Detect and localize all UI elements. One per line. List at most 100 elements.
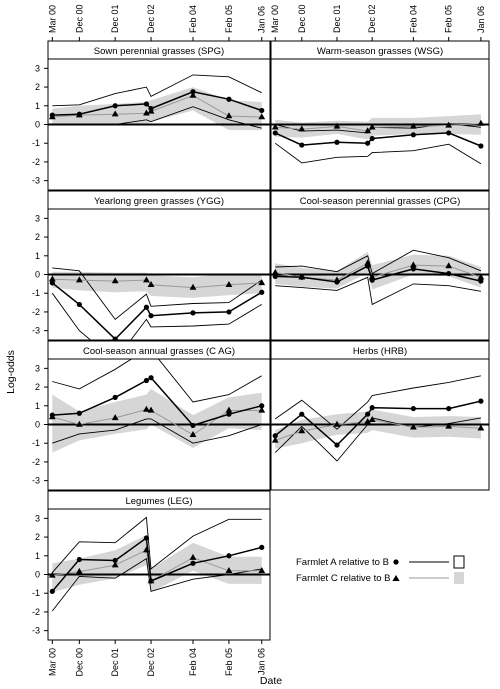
ci-upper-farmlet-a — [51, 516, 262, 573]
ci-upper-farmlet-a — [52, 267, 262, 321]
point-farmlet-a — [478, 143, 484, 149]
x-tick-label-top: Jan 06 — [476, 6, 486, 33]
legend-box-farmlet-a — [453, 555, 465, 569]
point-farmlet-c — [445, 121, 453, 128]
point-farmlet-c — [445, 422, 453, 429]
point-farmlet-a — [148, 375, 154, 381]
point-farmlet-a — [410, 132, 416, 138]
point-farmlet-c — [143, 405, 150, 412]
y-tick-label: -3 — [32, 626, 40, 636]
point-farmlet-a — [226, 553, 232, 559]
point-farmlet-a — [410, 266, 416, 272]
point-farmlet-a — [143, 535, 150, 541]
panel-plot-area — [48, 74, 270, 131]
point-farmlet-c — [75, 276, 83, 283]
point-farmlet-c — [225, 566, 233, 573]
y-tick-label: -1 — [32, 588, 40, 598]
point-farmlet-a — [226, 96, 232, 102]
x-tick-label-top: Dec 00 — [74, 4, 84, 33]
panel-border — [47, 40, 271, 191]
point-farmlet-c — [368, 416, 376, 423]
legend-symbol-farmlet-a — [393, 559, 399, 565]
point-farmlet-a — [334, 279, 340, 285]
legend-symbol-farmlet-c — [392, 575, 400, 581]
x-tick-label-top: Feb 05 — [444, 5, 454, 33]
point-farmlet-a — [272, 130, 278, 136]
point-farmlet-c — [111, 561, 119, 568]
y-tick-label: 0 — [35, 120, 40, 130]
point-farmlet-c — [189, 430, 197, 437]
y-axis-title: Log-odds — [5, 350, 17, 394]
point-farmlet-a — [49, 412, 55, 418]
y-tick-label: 1 — [35, 551, 40, 561]
ci-lower-farmlet-a — [51, 557, 262, 612]
point-farmlet-a — [299, 411, 305, 417]
x-tick-label-top: Dec 01 — [332, 4, 342, 33]
point-farmlet-c — [409, 122, 417, 129]
panel-4: Cool-season perennial grasses (CPG) — [270, 190, 490, 341]
y-tick-label: 2 — [35, 232, 40, 242]
point-farmlet-a — [148, 105, 154, 112]
ci-upper-farmlet-a — [52, 74, 262, 107]
point-farmlet-a — [190, 422, 196, 429]
y-tick-label: 3 — [35, 63, 40, 73]
point-farmlet-a — [190, 310, 196, 316]
point-farmlet-a — [148, 313, 154, 319]
point-farmlet-c — [368, 273, 376, 280]
point-farmlet-a — [112, 394, 118, 400]
point-farmlet-c — [111, 277, 119, 284]
point-farmlet-c — [189, 553, 197, 560]
y-tick-label: 1 — [35, 251, 40, 261]
point-farmlet-c — [298, 427, 306, 434]
x-tick-label-bottom: Feb 04 — [188, 648, 198, 676]
point-farmlet-c — [75, 567, 83, 574]
x-tick-label-bottom: Dec 00 — [74, 648, 84, 677]
ci-upper-farmlet-a — [275, 123, 481, 134]
x-tick-label-top: Dec 00 — [297, 4, 307, 33]
point-farmlet-c — [271, 436, 279, 443]
line-farmlet-c — [52, 278, 262, 289]
panel-border — [47, 190, 271, 341]
point-farmlet-c — [409, 261, 417, 268]
y-tick-label: -2 — [32, 457, 40, 467]
y-tick-label: -2 — [32, 607, 40, 617]
panel-title: Cool-season perennial grasses (CPG) — [300, 196, 461, 207]
point-farmlet-a — [148, 578, 154, 584]
axes-layer: -3 -2 -1 0 1 2 3 -3 -2 -1 0 1 2 3 -3 -2 -1 0 1 2 3 -3 -2 -1 0 1 2 3… — [32, 4, 486, 676]
line-farmlet-a — [274, 132, 482, 147]
point-farmlet-c — [364, 127, 372, 134]
y-tick-label: -2 — [32, 157, 40, 167]
point-farmlet-a — [112, 336, 118, 340]
x-tick-label-top: Jan 06 — [257, 6, 267, 33]
point-farmlet-a — [226, 411, 232, 417]
point-farmlet-a — [190, 560, 196, 566]
point-farmlet-a — [272, 273, 278, 279]
panel-plot-area — [48, 516, 270, 612]
point-farmlet-a — [143, 304, 150, 310]
point-farmlet-c — [271, 268, 279, 275]
point-farmlet-a — [334, 442, 340, 448]
line-farmlet-a — [51, 282, 263, 340]
x-tick-label-bottom: Dec 01 — [110, 648, 120, 677]
panel-1: Sown perennial grasses (SPG) — [47, 40, 271, 191]
point-farmlet-c — [189, 283, 197, 290]
point-farmlet-a — [365, 411, 371, 417]
line-farmlet-a — [52, 91, 262, 116]
band-farmlet-c — [52, 388, 262, 453]
point-farmlet-c — [143, 276, 150, 283]
y-tick-label: 1 — [35, 101, 40, 111]
panel-title: Herbs (HRB) — [353, 346, 407, 357]
ci-lower-farmlet-a — [52, 106, 262, 129]
ci-lower-farmlet-a — [51, 292, 262, 340]
point-farmlet-a — [446, 130, 452, 136]
point-farmlet-c — [48, 275, 56, 282]
y-tick-label: -1 — [32, 288, 40, 298]
ci-upper-farmlet-a — [52, 359, 262, 403]
panel-title: Legumes (LEG) — [125, 496, 192, 507]
panel-border — [47, 340, 271, 491]
point-farmlet-a — [478, 398, 484, 404]
point-farmlet-a — [369, 135, 375, 142]
y-tick-label: -1 — [32, 138, 40, 148]
panel-6: Herbs (HRB) — [270, 340, 490, 491]
point-farmlet-a — [49, 588, 55, 594]
